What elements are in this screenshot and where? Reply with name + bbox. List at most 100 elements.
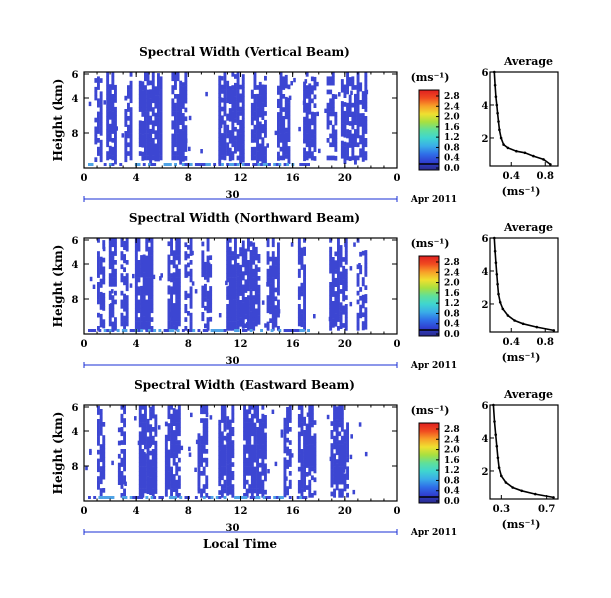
heatmap-cell [177, 418, 181, 423]
heatmap-cell [245, 457, 249, 463]
heatmap-cell [197, 489, 201, 494]
heatmap-cell [346, 435, 349, 441]
heatmap-cell [266, 299, 270, 305]
heatmap-cell [125, 286, 129, 292]
heatmap-cell [236, 293, 240, 299]
average-y-tick-label: 2 [482, 467, 489, 478]
heatmap-cell [97, 441, 100, 446]
heatmap-cell [141, 431, 145, 437]
heatmap-cell [277, 103, 280, 108]
x-tick-label: 0 [81, 173, 88, 184]
heatmap-cell [243, 466, 246, 472]
heatmap-cell [303, 139, 306, 144]
heatmap-cell [253, 484, 257, 489]
heatmap-cell [106, 329, 110, 332]
heatmap-cell [346, 466, 349, 472]
heatmap-cell [244, 297, 248, 302]
heatmap-cell [331, 129, 335, 134]
heatmap-cell [146, 467, 150, 472]
heatmap-cell [228, 468, 232, 473]
heatmap-cell [206, 321, 210, 327]
heatmap-cell [243, 493, 246, 498]
heatmap-cell [149, 406, 153, 412]
heatmap-cell [308, 479, 312, 485]
heatmap-cell [243, 471, 246, 476]
heatmap-cell [236, 262, 240, 268]
heatmap-cell [146, 480, 150, 486]
heatmap-cell [258, 99, 262, 105]
heatmap-cell [218, 163, 222, 166]
heatmap-cell [99, 278, 103, 284]
heatmap-cell [351, 120, 355, 126]
heatmap-cell [339, 249, 343, 255]
heatmap-cell [123, 306, 126, 312]
colorbar-tick-label: 2.4 [444, 102, 460, 112]
heatmap-cell [226, 326, 230, 331]
heatmap-cell [277, 125, 280, 130]
heatmap-cell [144, 466, 147, 472]
heatmap-cell [271, 286, 275, 292]
heatmap-cell [252, 246, 256, 252]
average-profile-point [521, 322, 525, 326]
heatmap-cell [334, 147, 338, 152]
average-profile-point [552, 329, 556, 332]
heatmap-cell [176, 94, 180, 99]
heatmap-cell [241, 91, 245, 97]
heatmap-cell [175, 466, 179, 472]
heatmap-cell [354, 155, 357, 161]
heatmap-cell [106, 116, 110, 121]
heatmap-cell [356, 80, 360, 86]
heatmap-cell [140, 316, 143, 322]
heatmap-cell [340, 471, 344, 476]
heatmap-cell [179, 142, 183, 147]
heatmap-cell [250, 422, 254, 428]
heatmap-cell [138, 129, 142, 134]
heatmap-cell [310, 449, 314, 454]
heatmap-cell [305, 155, 309, 161]
heatmap-cell [305, 129, 309, 134]
heatmap-cell [163, 163, 167, 166]
heatmap-cell [254, 308, 258, 314]
heatmap-cell [172, 311, 176, 317]
heatmap-cell [241, 244, 245, 250]
heatmap-cell [303, 443, 306, 448]
heatmap-cell [305, 445, 309, 451]
heatmap-cell [120, 277, 124, 283]
heatmap-cell [329, 98, 333, 104]
heatmap-cell [142, 280, 146, 286]
heatmap-cell [146, 142, 150, 148]
heatmap-cell [102, 466, 106, 471]
heatmap-cell [111, 268, 115, 274]
heatmap-cell [303, 416, 306, 422]
heatmap-cell [145, 321, 149, 327]
heatmap-cell [340, 405, 344, 410]
heatmap-cell [127, 142, 130, 148]
heatmap-cell [171, 111, 175, 117]
heatmap-cell [141, 405, 145, 410]
heatmap-cell [359, 139, 363, 145]
heatmap-cell [146, 76, 150, 82]
heatmap-cell [164, 483, 168, 488]
heatmap-cell [106, 107, 110, 112]
heatmap-cell [208, 163, 211, 166]
heatmap-cell [288, 453, 292, 459]
heatmap-cell [244, 257, 248, 263]
heatmap-cell [226, 151, 230, 156]
heatmap-cell [231, 475, 235, 481]
heatmap-cell [252, 321, 256, 327]
heatmap-cell [151, 453, 155, 459]
heatmap-cell [167, 436, 171, 442]
heatmap-cell [286, 446, 289, 452]
heatmap-cell [176, 120, 180, 126]
heatmap-cell [146, 484, 150, 490]
heatmap-cell [248, 435, 252, 441]
heatmap-cell [220, 435, 224, 441]
heatmap-cell [231, 111, 235, 117]
heatmap-cell [154, 147, 158, 153]
heatmap-cell [154, 121, 158, 127]
heatmap-cell [184, 125, 188, 130]
heatmap-cell [137, 440, 141, 446]
heatmap-cell [305, 111, 309, 117]
